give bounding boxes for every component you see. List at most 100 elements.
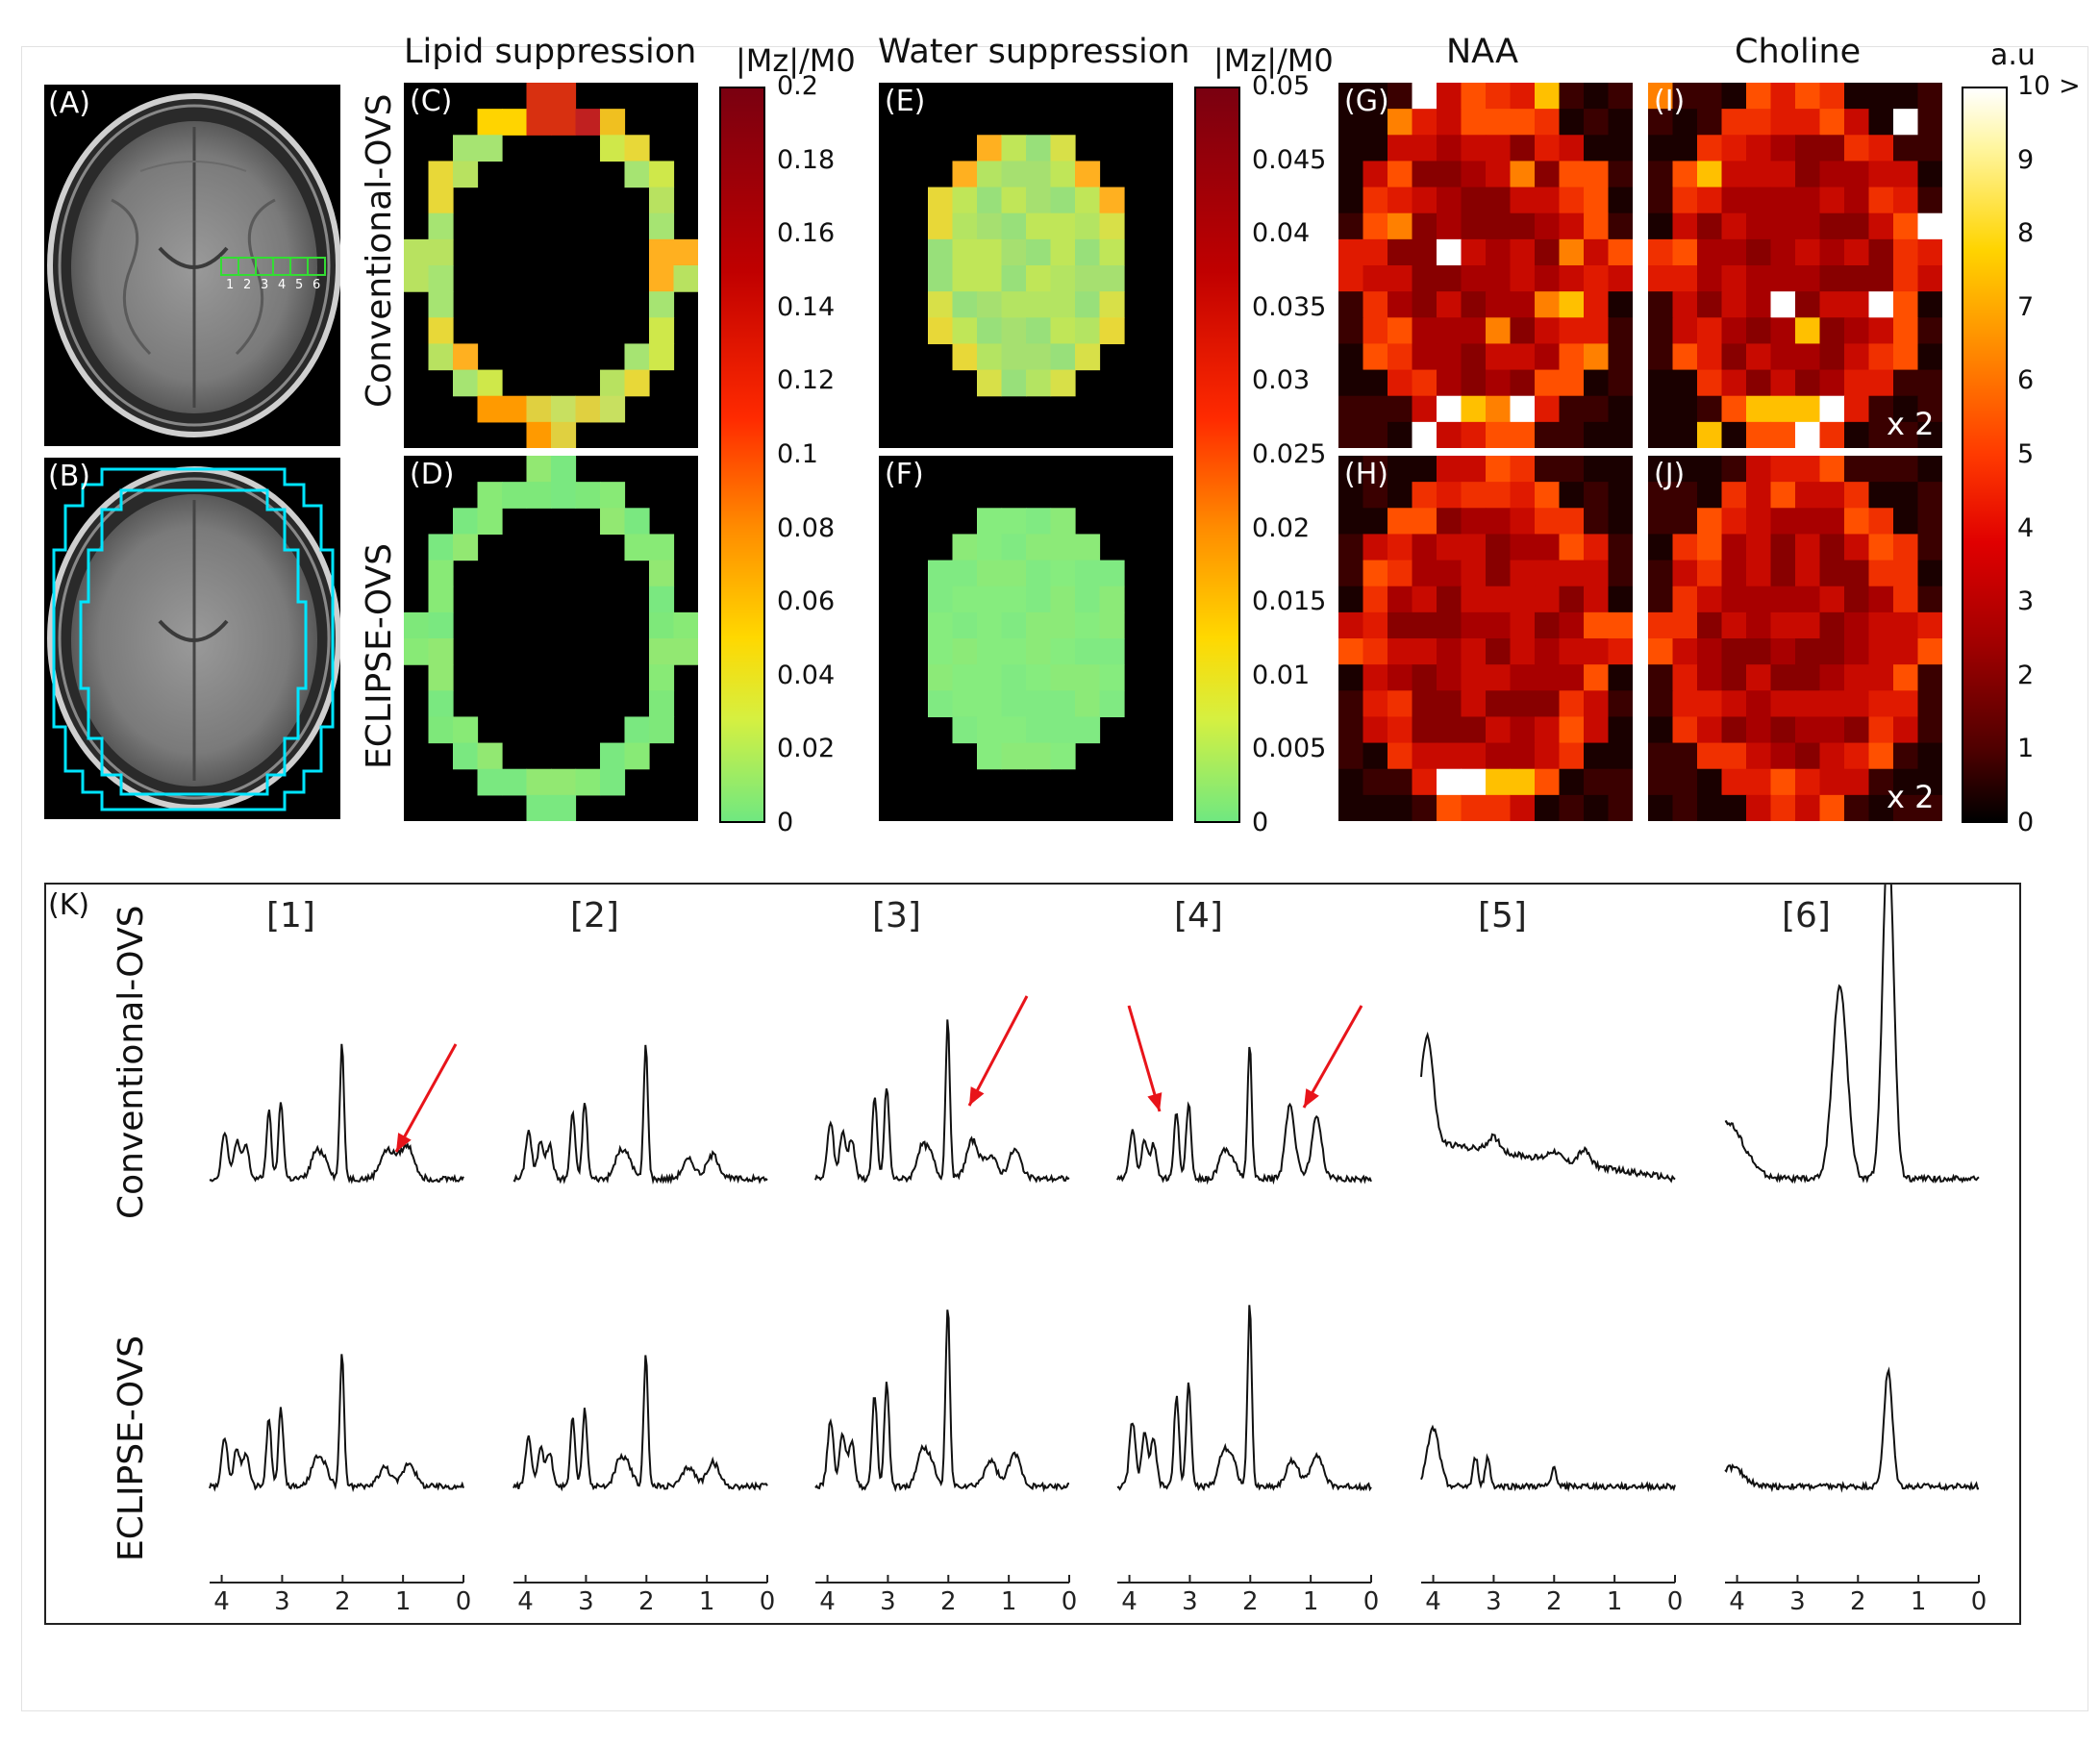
- metabolite-voxel: [1648, 291, 1674, 318]
- metabolite-voxel: [1893, 508, 1919, 536]
- metabolite-voxel: [1672, 690, 1698, 718]
- metabolite-voxel: [1608, 395, 1633, 423]
- metabolite-voxel: [1770, 611, 1796, 639]
- water-voxel: [1075, 716, 1101, 744]
- metabolite-voxel: [1697, 586, 1723, 613]
- metabolite-voxel: [1338, 135, 1364, 162]
- lipid-ring-voxel: [453, 369, 479, 397]
- metabolite-voxel: [1388, 742, 1413, 770]
- metabolite-voxel: [1461, 291, 1487, 318]
- metabolite-voxel: [1868, 482, 1894, 509]
- metabolite-voxel: [1819, 742, 1845, 770]
- metabolite-voxel: [1535, 212, 1561, 240]
- metabolite-voxel: [1819, 508, 1845, 536]
- colorbar-lipid-label: |Mz|/M0: [736, 42, 856, 79]
- metabolite-voxel: [1388, 212, 1413, 240]
- metabolite-voxel: [1338, 690, 1364, 718]
- metabolite-voxel: [1412, 534, 1438, 561]
- metabolite-voxel: [1917, 109, 1942, 136]
- colorbar-tick-label: 0.14: [777, 291, 836, 322]
- metabolite-voxel: [1795, 238, 1821, 266]
- metabolite-voxel: [1461, 456, 1487, 483]
- metabolite-voxel: [1868, 794, 1894, 821]
- colorbar-tick-label: 0.015: [1252, 586, 1327, 617]
- spectrum-tick-label: 3: [880, 1587, 896, 1616]
- metabolite-voxel: [1746, 265, 1772, 292]
- metabolite-voxel: [1559, 83, 1585, 110]
- metabolite-voxel: [1648, 742, 1674, 770]
- metabolite-voxel: [1510, 482, 1536, 509]
- colorbar-tick-label: 0.045: [1252, 144, 1327, 175]
- lipid-ring-voxel: [453, 716, 479, 744]
- metabolite-voxel: [1697, 343, 1723, 371]
- water-voxel: [952, 291, 978, 318]
- metabolite-voxel: [1510, 508, 1536, 536]
- metabolite-voxel: [1486, 83, 1512, 110]
- panel-i-choline-conventional: (I) x 2: [1648, 83, 1942, 448]
- lipid-ring-voxel: [649, 586, 675, 613]
- spectra-row-label-conventional: Conventional-OVS: [112, 905, 151, 1219]
- metabolite-voxel: [1844, 716, 1870, 744]
- metabolite-voxel: [1893, 343, 1919, 371]
- colorbar-tick-label: 0.18: [777, 144, 836, 175]
- metabolite-voxel: [1412, 768, 1438, 796]
- metabolite-voxel: [1486, 212, 1512, 240]
- metabolite-voxel: [1917, 421, 1942, 448]
- metabolite-voxel: [1721, 187, 1747, 214]
- metabolite-voxel: [1388, 238, 1413, 266]
- spectrum-axis-label: ppm: [309, 1622, 364, 1623]
- water-voxel: [1001, 664, 1027, 691]
- metabolite-voxel: [1388, 690, 1413, 718]
- spectrum-tick-label: 0: [760, 1587, 776, 1616]
- panel-label-b: (B): [48, 460, 90, 493]
- colorbar-tick-label: 9: [2017, 144, 2035, 175]
- metabolite-voxel: [1362, 238, 1388, 266]
- metabolite-voxel: [1461, 560, 1487, 587]
- metabolite-voxel: [1338, 664, 1364, 691]
- metabolite-voxel: [1486, 586, 1512, 613]
- metabolite-voxel: [1672, 83, 1698, 110]
- metabolite-voxel: [1770, 265, 1796, 292]
- metabolite-voxel: [1672, 135, 1698, 162]
- metabolite-voxel: [1795, 265, 1821, 292]
- lipid-ring-voxel: [502, 482, 528, 509]
- metabolite-voxel: [1461, 238, 1487, 266]
- metabolite-voxel: [1697, 135, 1723, 162]
- spectrum-tick-label: 1: [395, 1587, 412, 1616]
- metabolite-voxel: [1648, 611, 1674, 639]
- metabolite-voxel: [1697, 83, 1723, 110]
- metabolite-voxel: [1412, 664, 1438, 691]
- metabolite-voxel: [1844, 317, 1870, 345]
- spectrum-tick-label: 4: [517, 1587, 534, 1616]
- panel-label-e: (E): [885, 85, 926, 118]
- metabolite-voxel: [1461, 369, 1487, 397]
- water-voxel: [1075, 534, 1101, 561]
- metabolite-voxel: [1893, 560, 1919, 587]
- metabolite-voxel: [1697, 238, 1723, 266]
- water-voxel: [952, 238, 978, 266]
- metabolite-voxel: [1770, 560, 1796, 587]
- lipid-ring-voxel: [575, 395, 601, 423]
- metabolite-voxel: [1437, 794, 1462, 821]
- spectrum-tick-label: 0: [1667, 1587, 1684, 1616]
- metabolite-voxel: [1584, 161, 1610, 188]
- metabolite-voxel: [1362, 482, 1388, 509]
- metabolite-voxel: [1510, 395, 1536, 423]
- voxel-numbers: 1 2 3 4 5 6: [226, 278, 320, 292]
- metabolite-voxel: [1338, 317, 1364, 345]
- spectrum-line: [512, 1355, 768, 1492]
- metabolite-voxel: [1510, 343, 1536, 371]
- metabolite-voxel: [1608, 664, 1633, 691]
- metabolite-voxel: [1559, 187, 1585, 214]
- metabolite-voxel: [1893, 369, 1919, 397]
- spectrum-column-label: [1]: [266, 896, 315, 935]
- metabolite-voxel: [1486, 395, 1512, 423]
- ovs-inner-outline: [79, 488, 308, 796]
- spectrum-axis-label: ppm: [612, 1622, 668, 1623]
- colorbar-tick-label: 0.02: [777, 734, 836, 764]
- metabolite-voxel: [1917, 742, 1942, 770]
- metabolite-voxel: [1648, 135, 1674, 162]
- lipid-ring-voxel: [477, 482, 503, 509]
- metabolite-voxel: [1770, 508, 1796, 536]
- metabolite-voxel: [1608, 560, 1633, 587]
